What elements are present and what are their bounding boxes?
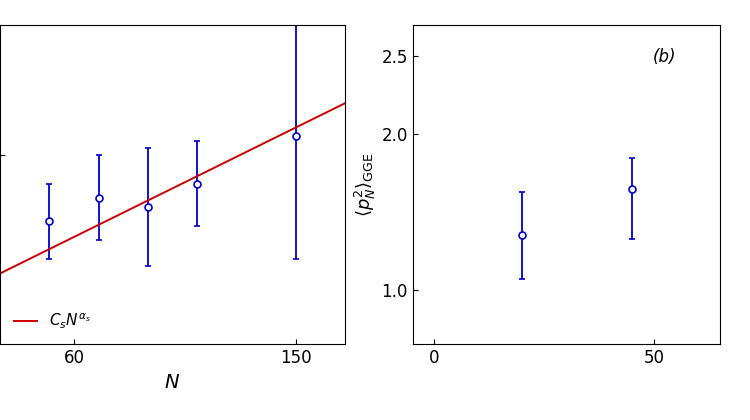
Y-axis label: $\langle p_N^2 \rangle_{\mathrm{GGE}}$: $\langle p_N^2 \rangle_{\mathrm{GGE}}$ [353,153,379,217]
Text: (b): (b) [652,47,676,66]
Legend: $C_s N^{\alpha_s}$: $C_s N^{\alpha_s}$ [8,305,97,337]
X-axis label: $N$: $N$ [164,373,181,392]
